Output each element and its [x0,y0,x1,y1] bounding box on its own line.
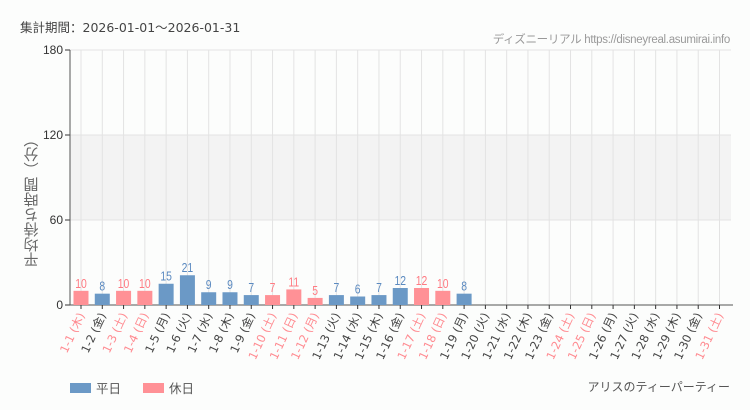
attraction-name: アリスのティーパーティー [587,380,730,394]
bar[interactable] [286,289,302,305]
bar[interactable] [414,288,430,305]
bar-value-label: 21 [182,261,194,275]
bar-value-label: 10 [118,277,130,291]
bar-value-label: 8 [99,280,105,294]
bar-value-label: 7 [376,281,382,295]
bar[interactable] [392,288,408,305]
bar[interactable] [158,283,174,305]
bar[interactable] [328,295,344,305]
bar-value-label: 7 [270,281,276,295]
bar-value-label: 11 [288,275,299,289]
bar-value-label: 10 [437,277,449,291]
bar[interactable] [116,290,132,305]
weekday-swatch [70,382,91,393]
legend: 平日 休日 [70,378,216,397]
legend-weekday-label: 平日 [96,381,122,396]
bar[interactable] [201,292,217,305]
bar[interactable] [307,297,323,305]
bar[interactable] [350,296,366,306]
bar-value-label: 6 [355,282,361,296]
y-tick-label: 60 [50,213,64,227]
bar[interactable] [243,295,259,305]
source-credit: ディズニーリアル https://disneyreal.asumirai.inf… [492,34,731,46]
bar-value-label: 8 [461,280,467,294]
bar[interactable] [73,290,89,305]
bar[interactable] [435,290,451,305]
legend-holiday-label: 休日 [169,381,195,396]
bar[interactable] [456,293,472,305]
bar[interactable] [179,275,195,305]
bar-value-label: 7 [334,281,340,295]
bar-value-label: 10 [139,277,151,291]
bar-value-label: 10 [75,277,87,291]
bar[interactable] [137,290,153,305]
bar-value-label: 12 [416,274,428,288]
holiday-swatch [143,382,165,393]
bar[interactable] [371,295,387,305]
legend-weekday[interactable]: 平日 [70,378,121,397]
bar-value-label: 9 [206,278,212,292]
legend-holiday[interactable]: 休日 [143,378,194,397]
bar-value-label: 15 [160,270,172,284]
y-tick-label: 180 [43,43,63,57]
y-tick-label: 0 [56,298,63,312]
period-label: 集計期間：2026-01-01〜2026-01-31 [20,20,241,35]
bar-value-label: 9 [227,278,233,292]
y-tick-label: 120 [43,128,63,142]
bar-value-label: 12 [394,274,406,288]
bar-value-label: 5 [312,284,318,298]
bar[interactable] [94,293,110,305]
bar-value-label: 7 [248,281,254,295]
bar[interactable] [222,292,238,305]
bar[interactable] [265,295,281,305]
